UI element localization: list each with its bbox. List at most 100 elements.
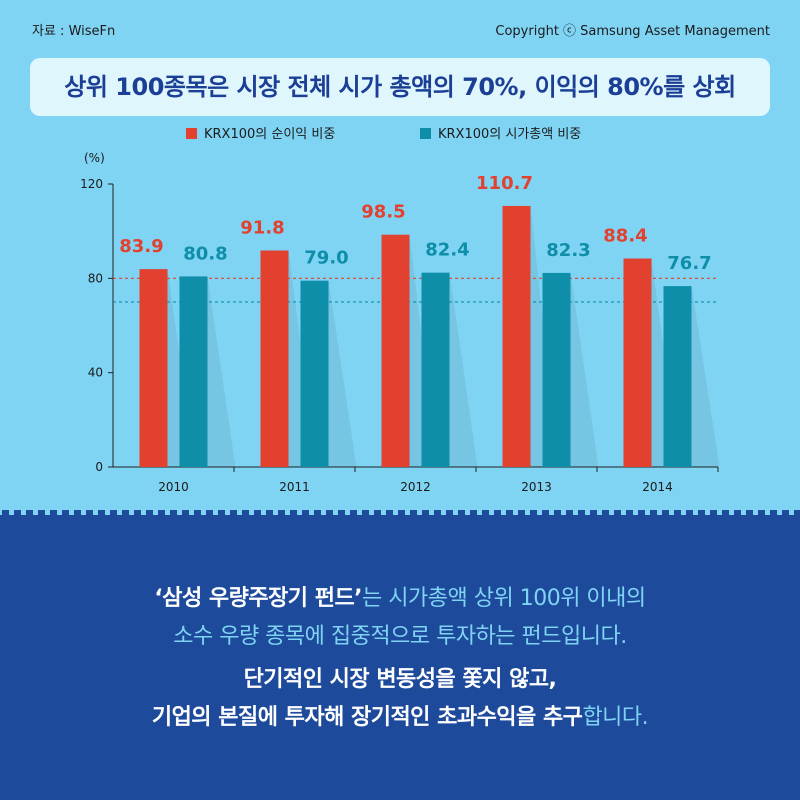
stitch-mark [458,510,465,516]
stitch-mark [410,510,417,516]
stitch-mark [134,510,141,516]
stitch-divider [0,510,800,524]
stitch-mark [218,510,225,516]
message-segment: ‘삼성 우량주장기 펀드’ [154,586,363,611]
bar-shadow [328,280,357,467]
data-label: 79.0 [304,248,348,269]
data-label: 88.4 [603,226,647,247]
data-label: 76.7 [667,253,711,274]
stitch-mark [254,510,261,516]
stitch-mark [146,510,153,516]
message-line-2: 소수 우량 종목에 집중적으로 투자하는 펀드입니다. [0,620,800,654]
y-tick-label: 80 [88,271,103,285]
stitch-mark [302,510,309,516]
stitch-mark [650,510,657,516]
data-label: 80.8 [183,243,227,264]
stitch-mark [530,510,537,516]
data-label: 98.5 [361,202,405,223]
copyright-label: Copyright ⓒ Samsung Asset Management [495,24,770,39]
stitch-mark [242,510,249,516]
stitch-mark [278,510,285,516]
legend-swatch [420,128,431,139]
bar-shadow [207,276,236,467]
stitch-mark [470,510,477,516]
stitch-mark [398,510,405,516]
stitch-mark [326,510,333,516]
net-income-bar [381,234,410,467]
stitch-mark [614,510,621,516]
stitch-mark [770,510,777,516]
net-income-bar [260,250,289,467]
y-tick-label: 40 [88,366,103,380]
stitch-mark [98,510,105,516]
x-tick-label: 2011 [279,480,310,494]
stitch-mark [734,510,741,516]
stitch-mark [338,510,345,516]
stitch-mark [782,510,789,516]
message-line-3: 단기적인 시장 변동성을 쫓지 않고, [0,663,800,697]
stitch-mark [758,510,765,516]
x-tick-label: 2010 [158,480,189,494]
stitch-mark [566,510,573,516]
message-line-1: ‘삼성 우량주장기 펀드’는 시가총액 상위 100위 이내의 [0,582,800,616]
source-label: 자료 : WiseFn [32,24,116,39]
legend-label: KRX100의 순이익 비중 [204,127,335,142]
stitch-mark [722,510,729,516]
stitch-mark [698,510,705,516]
page-title: 상위 100종목은 시장 전체 시가 총액의 70%, 이익의 80%를 상회 [64,73,736,101]
stitch-mark [482,510,489,516]
stitch-mark [554,510,561,516]
net-income-bar [139,269,168,467]
stitch-mark [158,510,165,516]
title-banner: 상위 100종목은 시장 전체 시가 총액의 70%, 이익의 80%를 상회 [30,58,770,116]
stitch-mark [122,510,129,516]
stitch-mark [494,510,501,516]
stitch-mark [446,510,453,516]
stitch-mark [362,510,369,516]
stitch-mark [506,510,513,516]
stitch-mark [626,510,633,516]
message-panel: ‘삼성 우량주장기 펀드’는 시가총액 상위 100위 이내의 소수 우량 종목… [0,520,800,800]
bar-shadow [691,286,720,467]
stitch-mark [314,510,321,516]
market-cap-bar [179,276,208,467]
stitch-mark [290,510,297,516]
market-cap-bar [663,286,692,467]
data-label: 83.9 [119,236,163,257]
stitch-mark [266,510,273,516]
stitch-mark [26,510,33,516]
stitch-mark [38,510,45,516]
message-segment: 합니다. [582,705,649,730]
stitch-mark [434,510,441,516]
message-segment: 소수 우량 종목에 집중적으로 투자하는 펀드입니다. [173,624,627,649]
stitch-mark [206,510,213,516]
x-tick-label: 2013 [521,480,552,494]
y-axis-unit: (%) [84,151,105,165]
stitch-mark [422,510,429,516]
stitch-mark [50,510,57,516]
stitch-mark [350,510,357,516]
message-segment: 는 시가총액 상위 100위 이내의 [362,586,646,611]
market-cap-bar [300,280,329,467]
stitch-mark [578,510,585,516]
stitch-mark [194,510,201,516]
y-tick-label: 0 [95,460,103,474]
stitch-mark [794,510,800,516]
market-cap-bar [421,272,450,467]
stitch-mark [182,510,189,516]
market-cap-bar [542,272,571,467]
stitch-mark [62,510,69,516]
data-label: 82.4 [425,240,469,261]
data-label: 110.7 [476,173,533,194]
stitch-mark [374,510,381,516]
net-income-bar [502,205,531,467]
stitch-mark [14,510,21,516]
bar-shadow [449,272,478,467]
bar-chart: KRX100의 순이익 비중 KRX100의 시가총액 비중 (%) 0 40 80 120… [80,127,720,494]
message-line-4: 기업의 본질에 투자해 장기적인 초과수익을 추구합니다. [0,701,800,735]
legend-swatch [186,128,197,139]
stitch-mark [674,510,681,516]
stitch-mark [542,510,549,516]
x-tick-label: 2012 [400,480,431,494]
